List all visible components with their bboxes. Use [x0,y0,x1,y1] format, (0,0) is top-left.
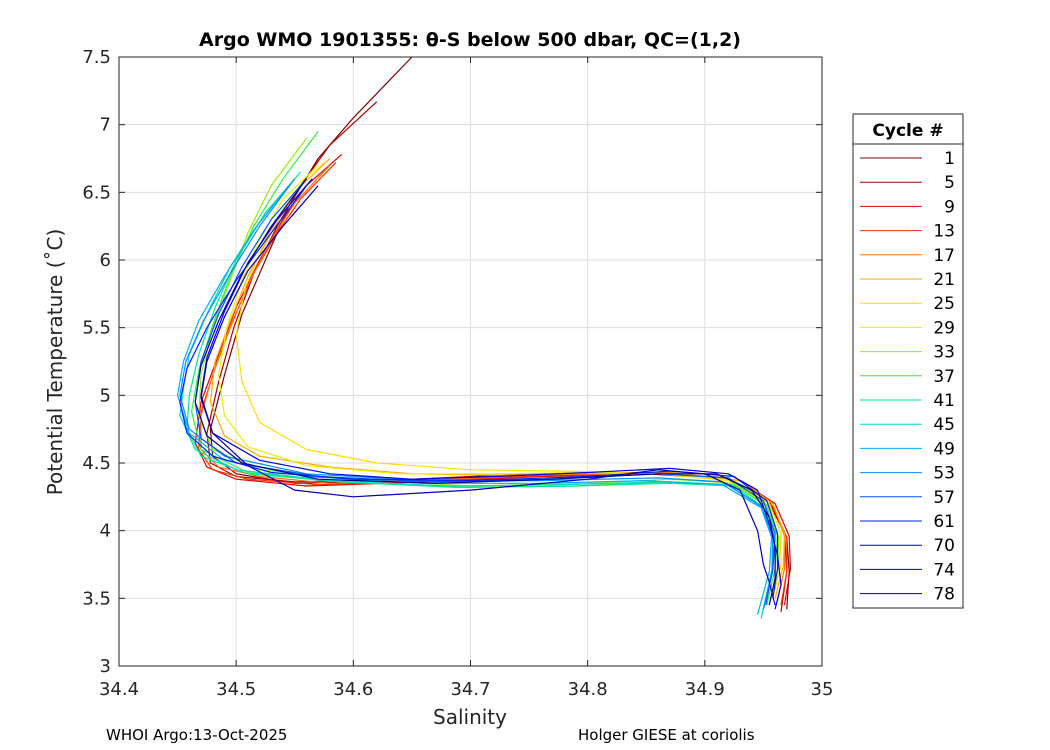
series-line-cycle-9 [194,153,792,606]
legend-label-cycle-74: 74 [933,560,955,580]
legend-label-cycle-61: 61 [933,512,955,532]
legend-entries: 1 5 9 13 17 21 25 29 33 37 41 45 49 53 57 61 70 74 78 [860,149,955,605]
legend-label-cycle-37: 37 [933,367,955,387]
series-line-cycle-78 [194,178,776,606]
axis-ticks: 34.4 34.5 34.6 34.7 34.8 34.9 35 3 3.5 4 4.5 5 5.5 6 6… [82,47,833,700]
x-tick-label: 34.9 [685,679,725,700]
plot-area: 34.4 34.5 34.6 34.7 34.8 34.9 35 3 3.5 4 4.5 5 5.5 6 6… [82,47,833,700]
footer-right: Holger GIESE at coriolis [578,726,755,744]
legend-label-cycle-5: 5 [944,173,955,193]
legend-title: Cycle # [872,121,943,141]
series-layer [177,56,792,619]
y-tick-label: 6.5 [82,182,111,203]
legend-label-cycle-17: 17 [933,246,955,266]
x-tick-label: 34.8 [568,679,608,700]
legend-label-cycle-21: 21 [933,270,955,290]
series-line-cycle-61 [179,185,779,599]
series-line-cycle-29 [218,164,782,599]
x-tick-label: 34.4 [99,679,139,700]
y-tick-label: 4 [100,521,111,542]
legend-label-cycle-49: 49 [933,439,955,459]
grid-lines [119,57,822,666]
series-line-cycle-74 [200,185,776,606]
legend-label-cycle-9: 9 [944,197,955,217]
legend-label-cycle-53: 53 [933,464,955,484]
series-line-cycle-21 [209,158,786,599]
legend-label-cycle-29: 29 [933,318,955,338]
legend: Cycle # 1 5 9 13 17 21 25 29 33 37 41 45 49 53 57 61 70 7… [852,113,964,609]
legend-label-cycle-78: 78 [933,585,955,605]
series-line-cycle-70 [200,178,782,610]
x-tick-label: 34.7 [450,679,490,700]
legend-label-cycle-70: 70 [933,536,955,556]
x-tick-label: 35 [811,679,834,700]
legend-label-cycle-13: 13 [933,222,955,242]
y-tick-label: 5.5 [82,318,111,339]
footer-left: WHOI Argo:13-Oct-2025 [106,726,288,744]
y-tick-label: 3 [100,656,111,677]
series-line-cycle-53 [179,178,774,610]
y-axis-label: Potential Temperature (˚C) [43,229,67,496]
legend-label-cycle-57: 57 [933,488,955,508]
legend-label-cycle-1: 1 [944,149,955,169]
y-tick-label: 4.5 [82,453,111,474]
legend-label-cycle-25: 25 [933,294,955,314]
y-tick-label: 5 [100,385,111,406]
x-tick-label: 34.6 [333,679,373,700]
y-tick-label: 7.5 [82,47,111,68]
x-axis-label: Salinity [433,705,507,729]
legend-label-cycle-45: 45 [933,415,955,435]
y-tick-label: 3.5 [82,588,111,609]
legend-label-cycle-41: 41 [933,391,955,411]
chart-title: Argo WMO 1901355: θ-S below 500 dbar, QC… [199,29,741,51]
legend-label-cycle-33: 33 [933,343,955,363]
y-tick-label: 7 [100,115,111,136]
x-tick-label: 34.5 [216,679,256,700]
y-tick-label: 6 [100,250,111,271]
